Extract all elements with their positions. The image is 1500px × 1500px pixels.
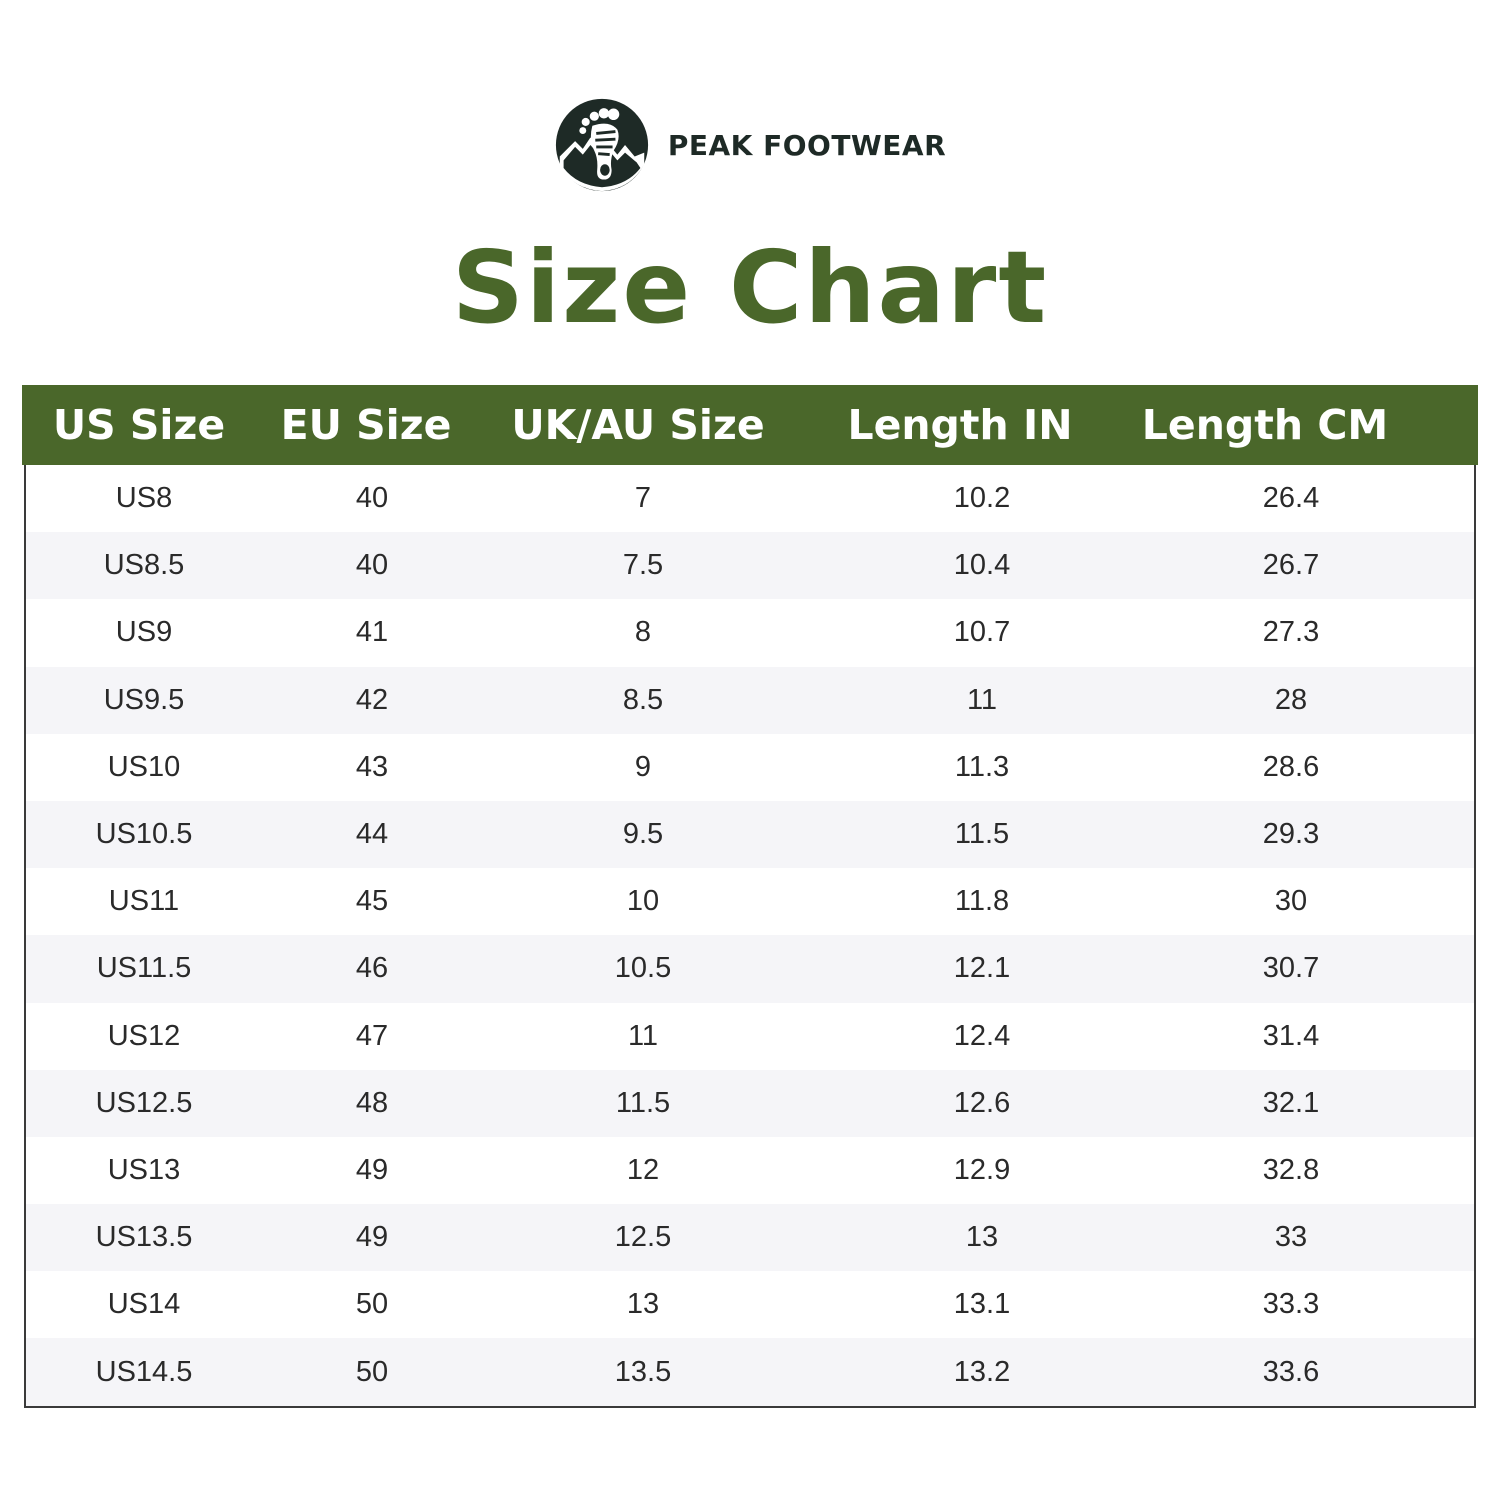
us-size-cell: US14 [107,1288,181,1321]
column-header-eu-size: EU Size [280,401,452,449]
eu-size-cell: 47 [355,1019,389,1052]
length-in-cell: 11.8 [954,885,1010,918]
length-cm-cell: 28.6 [1262,750,1320,783]
us-size-cell: US11.5 [96,952,192,985]
table-row: US10.5 44 9.5 11.5 29.3 [26,800,1474,869]
length-cm-cell: 28 [1274,683,1308,716]
eu-size-cell: 45 [355,885,389,918]
uk-au-size-cell: 7 [634,482,652,515]
table-row: US8 40 7 10.2 26.4 [26,465,1474,533]
uk-au-size-cell: 11 [627,1019,659,1052]
table-row: US9.5 42 8.5 11 28 [26,666,1474,734]
us-size-cell: US14.5 [95,1355,193,1388]
eu-size-cell: 48 [355,1086,389,1119]
us-size-cell: US13.5 [95,1221,193,1254]
brand-name: PEAK FOOTWEAR [667,128,947,162]
us-size-cell: US8 [115,482,173,515]
length-cm-cell: 33.3 [1262,1288,1320,1321]
uk-au-size-cell: 12.5 [614,1221,672,1254]
us-size-cell: US10.5 [95,818,193,851]
table-row: US13 49 12 12.9 32.8 [26,1136,1474,1205]
length-cm-cell: 30.7 [1262,952,1320,985]
length-cm-cell: 27.3 [1262,616,1320,649]
eu-size-cell: 40 [355,549,389,582]
length-in-cell: 12.6 [953,1086,1011,1119]
length-in-cell: 11 [966,683,998,716]
column-header-us-size: US Size [52,401,226,449]
us-size-cell: US12 [107,1019,181,1052]
eu-size-cell: 49 [355,1221,389,1254]
length-in-cell: 12.4 [953,1019,1011,1052]
eu-size-cell: 50 [355,1355,389,1388]
uk-au-size-cell: 13.5 [614,1355,672,1388]
us-size-cell: US11 [108,885,180,918]
uk-au-size-cell: 9.5 [622,818,664,851]
table-row: US9 41 8 10.7 27.3 [26,599,1474,667]
table-row: US13.5 49 12.5 13 33 [26,1204,1474,1272]
us-size-cell: US12.5 [95,1086,193,1119]
column-header-length-in: Length IN [847,401,1073,449]
length-cm-cell: 33 [1274,1221,1308,1254]
us-size-cell: US9 [115,616,173,649]
length-in-cell: 11.5 [954,818,1010,851]
eu-size-cell: 46 [355,952,389,985]
length-in-cell: 10.2 [953,482,1011,515]
uk-au-size-cell: 9 [634,750,652,783]
us-size-cell: US8.5 [103,549,185,582]
us-size-cell: US9.5 [103,683,185,716]
length-cm-cell: 26.4 [1262,482,1320,515]
table-row: US8.5 40 7.5 10.4 26.7 [26,532,1474,600]
length-cm-cell: 33.6 [1262,1355,1320,1388]
length-cm-cell: 31.4 [1262,1019,1320,1052]
length-cm-cell: 26.7 [1262,549,1320,582]
table-row: US12 47 11 12.4 31.4 [26,1002,1474,1070]
length-cm-cell: 32.1 [1262,1086,1320,1119]
page-title: Size Chart [451,229,1049,346]
uk-au-size-cell: 11.5 [615,1086,671,1119]
length-in-cell: 10.7 [953,616,1011,649]
length-cm-cell: 32.8 [1262,1153,1320,1186]
footprint-mountain-logo-icon [555,98,648,192]
length-in-cell: 12.9 [953,1153,1011,1186]
column-header-uk-au-size: UK/AU Size [511,401,765,449]
uk-au-size-cell: 7.5 [622,549,664,582]
size-chart-table: US Size EU Size UK/AU Size Length IN Len… [22,385,1478,1408]
length-in-cell: 10.4 [953,549,1011,582]
eu-size-cell: 49 [355,1153,389,1186]
eu-size-cell: 41 [355,616,389,649]
eu-size-cell: 44 [355,818,389,851]
uk-au-size-cell: 13 [626,1288,660,1321]
length-in-cell: 13 [965,1221,999,1254]
uk-au-size-cell: 10.5 [614,952,672,985]
length-cm-cell: 30 [1274,885,1308,918]
table-row: US11 45 10 11.8 30 [26,868,1474,936]
column-header-length-cm: Length CM [1141,401,1389,449]
table-row: US11.5 46 10.5 12.1 30.7 [26,935,1474,1003]
brand-header: PEAK FOOTWEAR [0,97,1500,193]
length-cm-cell: 29.3 [1262,818,1320,851]
us-size-cell: US10 [107,750,181,783]
uk-au-size-cell: 10 [626,885,660,918]
uk-au-size-cell: 8.5 [622,683,664,716]
table-row: US10 43 9 11.3 28.6 [26,733,1474,801]
eu-size-cell: 40 [355,482,389,515]
table-header-row: US Size EU Size UK/AU Size Length IN Len… [22,385,1478,465]
table-row: US12.5 48 11.5 12.6 32.1 [26,1069,1474,1137]
length-in-cell: 12.1 [953,952,1011,985]
us-size-cell: US13 [107,1153,181,1186]
table-body: US8 40 7 10.2 26.4 US8.5 40 7.5 10.4 26.7 US9 41 8 10… [24,465,1476,1408]
uk-au-size-cell: 12 [626,1153,660,1186]
table-row: US14 50 13 13.1 33.3 [26,1271,1474,1339]
length-in-cell: 13.2 [953,1355,1011,1388]
length-in-cell: 11.3 [954,750,1010,783]
table-row: US14.5 50 13.5 13.2 33.6 [26,1338,1474,1406]
length-in-cell: 13.1 [953,1288,1011,1321]
uk-au-size-cell: 8 [634,616,652,649]
eu-size-cell: 43 [355,750,389,783]
eu-size-cell: 42 [355,683,389,716]
eu-size-cell: 50 [355,1288,389,1321]
